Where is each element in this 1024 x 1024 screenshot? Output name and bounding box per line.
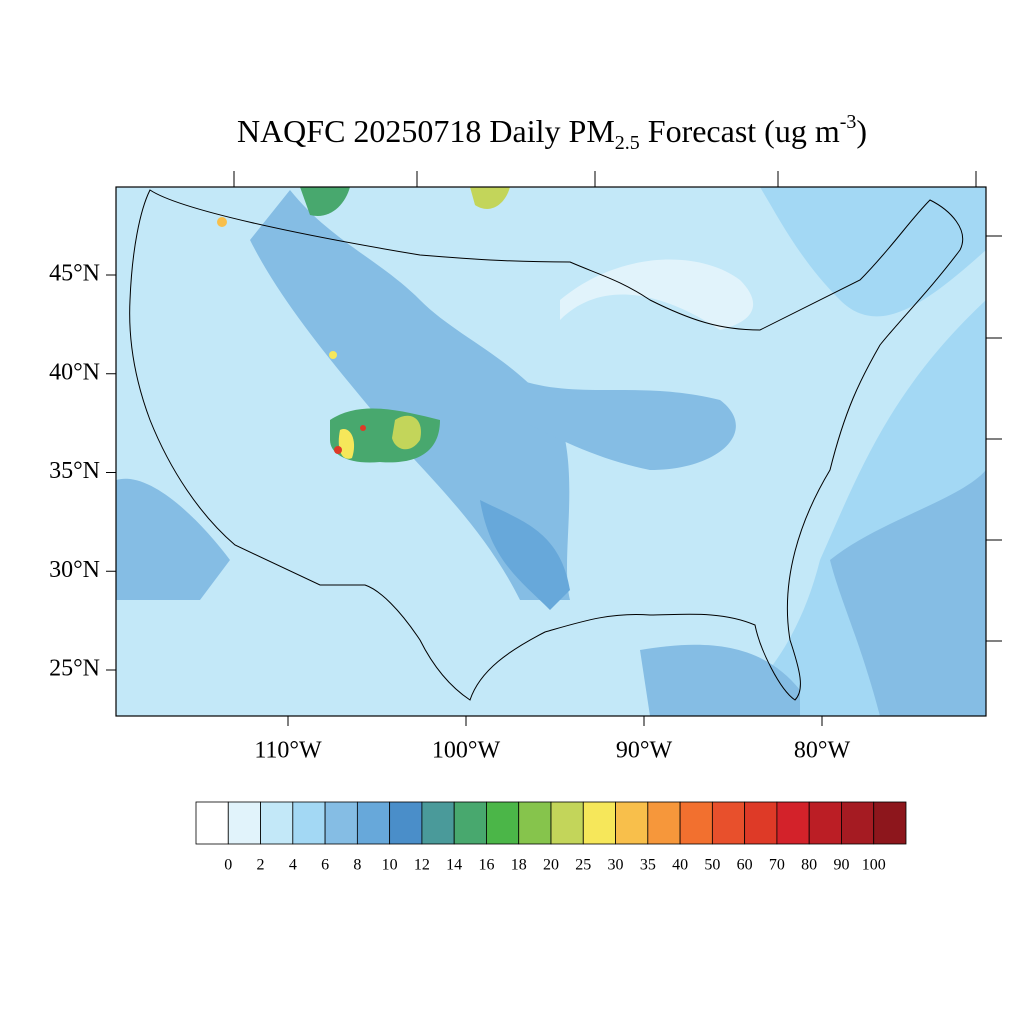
colorbar-box <box>711 801 746 845</box>
colorbar-box <box>873 801 907 845</box>
lat-tick-label: 45°N <box>49 261 100 287</box>
colorbar-box <box>582 801 616 845</box>
colorbar-label: 90 <box>833 857 849 874</box>
colorbar-label: 8 <box>353 857 361 874</box>
lat-tick-label: 40°N <box>49 359 100 385</box>
lon-tick-label: 100°W <box>432 738 501 764</box>
title-text: NAQFC 20250718 Daily PM <box>237 113 615 149</box>
colorbar-box <box>518 801 552 845</box>
lat-tick-label: 35°N <box>49 458 100 484</box>
colorbar-box <box>776 801 810 845</box>
field-gulf <box>640 644 800 716</box>
lat-tick-label: 30°N <box>49 557 100 583</box>
lon-tick-label: 80°W <box>794 738 851 764</box>
colorbar-box <box>679 801 713 845</box>
colorbar-label: 60 <box>737 857 753 874</box>
field-canada <box>300 187 350 216</box>
colorbar-box <box>841 801 875 845</box>
us-outline <box>129 189 964 701</box>
colorbar-label: 35 <box>640 857 656 874</box>
field-colorado-high <box>392 415 421 450</box>
colorbar-label: 25 <box>575 857 591 874</box>
colorbar-box <box>486 801 520 845</box>
colorbar-label: 50 <box>704 857 720 874</box>
colorbar-label: 70 <box>769 857 785 874</box>
colorbar-label: 2 <box>257 857 265 874</box>
field-hotspot <box>360 425 366 431</box>
field-texas <box>480 500 570 610</box>
field-hotspot <box>217 217 227 227</box>
colorbar-label: 30 <box>608 857 624 874</box>
lat-tick-label: 25°N <box>49 656 100 682</box>
colorbar-label: 80 <box>801 857 817 874</box>
colorbar-box <box>647 801 681 845</box>
colorbar-box <box>453 801 487 845</box>
lon-tick-label: 110°W <box>254 738 322 764</box>
field-ocean <box>830 470 986 716</box>
colorbar-box <box>356 801 391 845</box>
colorbar-box <box>324 801 358 845</box>
field-canada <box>470 187 510 209</box>
colorbar-label: 20 <box>543 857 559 874</box>
colorbar: 0 2 4 6 8 10 12 14 16 18 20 25 30 35 40 50 60 70 80 90 100 <box>195 801 907 874</box>
colorbar-label: 12 <box>414 857 430 874</box>
colorbar-box <box>260 801 294 845</box>
colorbar-box <box>227 801 261 845</box>
colorbar-label: 10 <box>382 857 398 874</box>
colorbar-label: 100 <box>862 857 886 874</box>
title-superscript: -3 <box>840 111 857 133</box>
field-midwest <box>520 380 736 470</box>
field-plains <box>250 190 570 600</box>
colorbar-label: 40 <box>672 857 688 874</box>
colorbar-box <box>808 801 842 845</box>
colorbar-label: 18 <box>511 857 527 874</box>
field-hotspot <box>334 446 342 454</box>
field-hotspot <box>329 351 337 359</box>
field-colorado-peak <box>338 429 355 459</box>
title-text: ) <box>856 113 867 149</box>
colorbar-box <box>389 801 423 845</box>
colorbar-box <box>744 801 778 845</box>
title-subscript: 2.5 <box>615 132 640 154</box>
title-text: Forecast (ug m <box>640 113 840 149</box>
lon-tick-label: 90°W <box>616 738 673 764</box>
map-field <box>116 187 986 716</box>
colorbar-box <box>550 801 584 845</box>
colorbar-label: 14 <box>446 857 462 874</box>
field-pacific <box>116 478 230 600</box>
colorbar-box <box>195 801 229 845</box>
graticule-ticks: 45°N 40°N 35°N 30°N 25°N 110°W 100°W 90°W 80°W <box>49 171 1002 764</box>
map-frame <box>115 186 987 717</box>
colorbar-label: 4 <box>289 857 297 874</box>
colorbar-label: 0 <box>224 857 232 874</box>
colorbar-box <box>421 801 455 845</box>
colorbar-label: 16 <box>478 857 494 874</box>
colorbar-box <box>615 801 649 845</box>
title: NAQFC 20250718 Daily PM2.5 Forecast (ug … <box>237 111 867 154</box>
colorbar-box <box>292 801 326 845</box>
colorbar-label: 6 <box>321 857 329 874</box>
